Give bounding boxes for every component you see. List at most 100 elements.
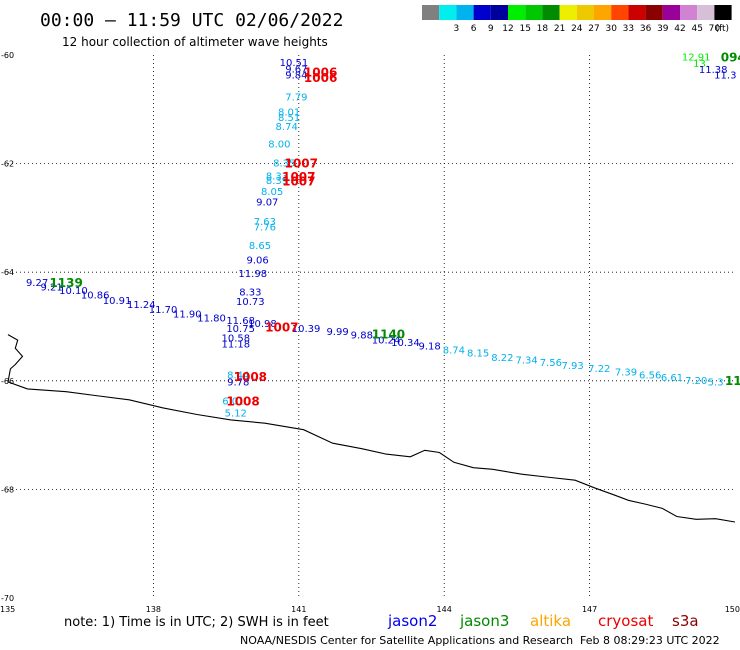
wave-height-label: 11.90 (173, 310, 202, 321)
wave-height-label: 10.51 (280, 58, 309, 69)
lat-tick-label: -68 (1, 485, 14, 494)
wave-height-label: 10.10 (59, 286, 88, 297)
wave-height-label: 11.38 (699, 65, 728, 76)
legend-tick-label: 3 (454, 24, 460, 34)
legend-swatch (697, 5, 715, 20)
wave-height-label: 12.91 (682, 53, 711, 64)
satellite-jason3: jason3 (459, 612, 509, 630)
wave-height-label: 8.39 (266, 176, 288, 187)
satellite-legend: jason2 jason3 altika cryosat s3a (387, 612, 699, 630)
lat-tick-label: -66 (1, 377, 14, 386)
wave-height-label: 9.67 (285, 65, 307, 76)
legend-tick-label: 42 (674, 24, 685, 34)
legend-swatch (422, 5, 440, 20)
legend-tick-label: 33 (623, 24, 634, 34)
wave-height-label: 11.3 (714, 71, 736, 82)
legend-tick-label: 9 (488, 24, 494, 34)
wave-height-label: 9.78 (227, 377, 249, 388)
lon-tick-label: 141 (291, 605, 306, 614)
wave-height-label: 10.58 (221, 333, 250, 344)
wave-height-label: 11.24 (127, 300, 156, 311)
legend-tick-label: 27 (588, 24, 599, 34)
page-title: 00:00 – 11:59 UTC 02/06/2022 (40, 10, 343, 31)
legend-tick-label: 24 (571, 24, 583, 34)
wave-height-label: 9.18 (419, 342, 441, 353)
wave-height-label: 8.15 (467, 349, 489, 360)
wave-height-label: 8.05 (261, 187, 283, 198)
legend-swatch (508, 5, 526, 20)
wave-height-label: 7.93 (562, 361, 584, 372)
wave-height-label: 10.39 (292, 324, 321, 335)
pass-time-labels: 1006100610071007100710071008100811391140… (49, 51, 740, 409)
pass-time-label: 1140 (372, 328, 405, 342)
pass-time-label: 1007 (285, 157, 318, 171)
legend-tick-label: 36 (640, 24, 652, 34)
wave-height-label: 6.56 (639, 370, 661, 381)
wave-height-label: 8.01 (278, 108, 300, 119)
wave-height-label: 11.80 (197, 313, 226, 324)
legend-tick-label: 18 (537, 24, 549, 34)
wave-height-label: 7.76 (254, 223, 276, 234)
legend-tick-label: 45 (691, 24, 702, 34)
legend-unit: (ft) (715, 24, 729, 34)
wave-height-label: 5.3 (708, 377, 724, 388)
wave-height-label: 8.33 (239, 287, 261, 298)
wave-height-label: 13. (693, 59, 709, 70)
wave-height-label: 10.73 (236, 297, 265, 308)
wave-height-label: 10.34 (391, 338, 420, 349)
legend-swatch (714, 5, 732, 20)
lat-tick-label: -60 (1, 51, 14, 60)
legend-swatch (594, 5, 612, 20)
legend-tick-label: 30 (605, 24, 617, 34)
satellite-cryosat: cryosat (598, 612, 653, 630)
pass-time-label: 0944 (721, 51, 740, 65)
pass-time-label: 1007 (265, 321, 298, 335)
wave-height-label: 8.22 (491, 353, 513, 364)
legend-swatch (439, 5, 457, 20)
wave-height-label: 9.84 (285, 71, 307, 82)
legend-swatch (456, 5, 474, 20)
legend-swatch (490, 5, 508, 20)
wave-height-label: 10.91 (103, 296, 132, 307)
legend-swatch (559, 5, 577, 20)
footer-note: note: 1) Time is in UTC; 2) SWH is in fe… (64, 615, 329, 630)
wave-height-labels: 10.519.679.847.798.018.518.748.008.358.3… (26, 53, 736, 420)
wave-height-label: 7.63 (254, 217, 276, 228)
pass-time-label: 1006 (304, 71, 337, 85)
lon-tick-label: 144 (437, 605, 452, 614)
pass-time-label: 1139 (49, 276, 82, 290)
wave-height-label: 8.74 (276, 122, 298, 133)
pass-time-label: 1008 (226, 394, 259, 408)
wave-height-label: 8.74 (443, 345, 465, 356)
wave-height-label: 7.79 (285, 92, 307, 103)
lat-tick-label: -62 (1, 160, 14, 169)
wave-height-label: 10.24 (372, 336, 401, 347)
wave-height-label: 6.01 (222, 396, 244, 407)
legend-tick-label: 12 (502, 24, 513, 34)
wave-height-label: 9.27 (26, 278, 48, 289)
legend-tick-label: 39 (657, 24, 669, 34)
wave-height-label: 7.20 (685, 376, 707, 387)
wave-height-label: 8.51 (278, 113, 300, 124)
wave-height-label: 9.88 (351, 331, 373, 342)
wave-height-label: 11.18 (221, 339, 250, 350)
lon-tick-label: 138 (146, 605, 161, 614)
wave-height-label: 11.68 (226, 316, 255, 327)
legend-tick-label: 21 (554, 24, 565, 34)
page-subtitle: 12 hour collection of altimeter wave hei… (62, 35, 328, 49)
wave-height-label: 9.99 (326, 327, 348, 338)
footer-credit: NOAA/NESDIS Center for Satellite Applica… (240, 634, 573, 647)
legend-swatch (525, 5, 543, 20)
wave-height-label: 10.75 (226, 324, 255, 335)
legend-tick-label: 70 (709, 24, 721, 34)
satellite-altika: altika (530, 612, 571, 630)
wave-height-label: 9.06 (246, 255, 268, 266)
wave-height-label: 8.44 (227, 370, 249, 381)
axis-labels: -60 -62 -64 -66 -68 -70 135 138 141 144 147 150 (0, 51, 740, 614)
lon-tick-label: 135 (0, 605, 15, 614)
wave-height-label: 7.56 (540, 358, 562, 369)
wave-height-label: 11.98 (238, 269, 267, 280)
wave-height-label: 10.86 (81, 291, 110, 302)
pass-time-label: 1008 (234, 370, 267, 384)
